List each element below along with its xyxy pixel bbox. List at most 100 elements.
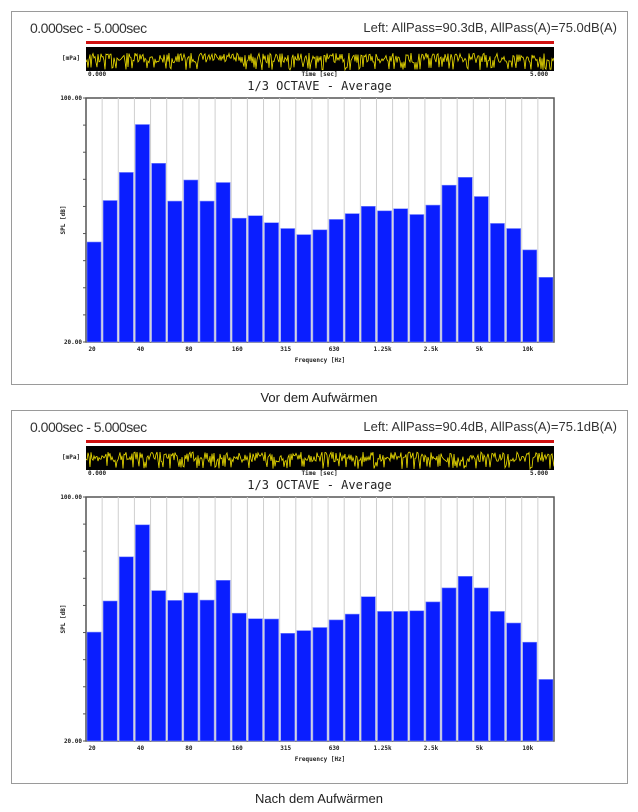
- bar-315: [280, 228, 296, 343]
- analysis-panel: 0.000sec - 5.000sec Left: AllPass=90.4dB…: [11, 410, 628, 784]
- time-axis-label: Time [sec]: [301, 71, 338, 78]
- x-tick-label: 1.25k: [374, 346, 392, 353]
- panel-caption: Vor dem Aufwärmen: [260, 390, 378, 405]
- y-tick-label: 20.00: [64, 738, 82, 745]
- bar-160: [231, 612, 247, 742]
- x-tick-label: 20: [88, 346, 96, 353]
- chart-title: 1/3 OCTAVE - Average: [247, 79, 392, 93]
- chart-title: 1/3 OCTAVE - Average: [247, 478, 392, 492]
- x-tick-label: 20: [88, 745, 96, 752]
- y-axis-label: SPL [dB]: [60, 605, 67, 634]
- x-tick-label: 40: [137, 346, 145, 353]
- waveform-trace: [86, 450, 554, 470]
- bar-250: [264, 618, 279, 742]
- bar-6.3k: [490, 223, 505, 343]
- bar-3.15k: [441, 587, 457, 742]
- bar-800: [344, 613, 360, 742]
- bar-63: [167, 200, 183, 343]
- x-tick-label: 160: [232, 745, 243, 752]
- bar-160: [231, 217, 247, 343]
- bar-100: [199, 200, 215, 343]
- time-axis-label: Time [sec]: [301, 470, 338, 477]
- bar-6.3k: [490, 611, 505, 742]
- bar-8k: [506, 622, 522, 742]
- waveform-unit: [mPa]: [62, 55, 81, 62]
- bar-63: [167, 600, 183, 742]
- bar-1.25k: [377, 611, 392, 742]
- x-tick-label: 315: [280, 346, 291, 353]
- x-tick-label: 2.5k: [424, 745, 439, 752]
- bar-20: [86, 631, 102, 742]
- bar-31.5: [119, 172, 134, 343]
- x-tick-label: 5k: [476, 745, 484, 752]
- bar-5k: [473, 587, 489, 742]
- bar-2.5k: [425, 601, 441, 742]
- level-readout: Left: AllPass=90.3dB, AllPass(A)=75.0dB(…: [363, 20, 617, 35]
- bar-20: [86, 241, 102, 343]
- bar-10k: [522, 641, 538, 742]
- bar-1.6k: [393, 611, 409, 742]
- x-tick-label: 80: [185, 346, 193, 353]
- bar-400: [296, 630, 312, 742]
- bar-80: [183, 179, 199, 343]
- y-tick-label: 100.00: [60, 95, 82, 102]
- x-tick-label: 40: [137, 745, 145, 752]
- x-tick-label: 315: [280, 745, 291, 752]
- time-end: 5.000: [530, 71, 549, 78]
- bar-5k: [473, 196, 489, 343]
- waveform-trace: [86, 52, 554, 71]
- bar-2k: [409, 610, 425, 742]
- x-tick-label: 5k: [476, 346, 484, 353]
- bar-2.5k: [425, 204, 441, 343]
- x-tick-label: 1.25k: [374, 745, 392, 752]
- bar-630: [328, 219, 344, 343]
- bar-1k: [360, 596, 376, 742]
- x-tick-label: 630: [329, 346, 340, 353]
- bar-1.6k: [393, 208, 409, 343]
- time-start: 0.000: [88, 470, 107, 477]
- bar-4k: [457, 576, 473, 742]
- bar-chart: 100.00 20.00 20 40 80 160 315 630 1.25k 2.5k 5k 10k…: [60, 95, 555, 364]
- bar-1k: [360, 206, 376, 343]
- x-axis-label: Frequency [Hz]: [295, 756, 346, 763]
- bar-200: [248, 215, 263, 343]
- bar-50: [151, 163, 167, 343]
- bar-1.25k: [377, 210, 392, 343]
- bar-2k: [409, 214, 425, 343]
- bar-8k: [506, 228, 522, 343]
- bar-315: [280, 633, 296, 742]
- time-start: 0.000: [88, 71, 107, 78]
- bar-80: [183, 592, 199, 742]
- bar-4k: [457, 177, 473, 343]
- waveform-unit: [mPa]: [62, 454, 81, 461]
- bar-25: [102, 200, 118, 343]
- x-tick-label: 10k: [522, 745, 533, 752]
- x-tick-label: 10k: [522, 346, 533, 353]
- bar-500: [312, 627, 328, 742]
- bar-100: [199, 599, 215, 742]
- bar-500: [312, 229, 328, 343]
- level-readout: Left: AllPass=90.4dB, AllPass(A)=75.1dB(…: [363, 419, 617, 434]
- time-range: 0.000sec - 5.000sec: [30, 20, 147, 36]
- bar-200: [248, 618, 263, 742]
- bar-12.5k: [538, 276, 554, 343]
- bar-125: [215, 580, 231, 742]
- x-tick-label: 2.5k: [424, 346, 439, 353]
- bar-800: [344, 213, 360, 343]
- y-axis-label: SPL [dB]: [60, 206, 67, 235]
- bar-40: [135, 524, 150, 742]
- panel-caption: Nach dem Aufwärmen: [255, 791, 383, 806]
- bar-400: [296, 234, 312, 343]
- bar-chart: 100.00 20.00 20 40 80 160 315 630 1.25k 2.5k 5k 10k…: [60, 494, 555, 763]
- bar-12.5k: [538, 679, 554, 742]
- bar-3.15k: [441, 184, 457, 343]
- bar-25: [102, 600, 118, 742]
- bar-250: [264, 222, 279, 343]
- selection-range-bar: [86, 41, 554, 44]
- selection-range-bar: [86, 440, 554, 443]
- time-range: 0.000sec - 5.000sec: [30, 419, 147, 435]
- y-tick-label: 20.00: [64, 339, 82, 346]
- bar-125: [215, 182, 231, 343]
- x-tick-label: 630: [329, 745, 340, 752]
- bar-31.5: [119, 556, 134, 742]
